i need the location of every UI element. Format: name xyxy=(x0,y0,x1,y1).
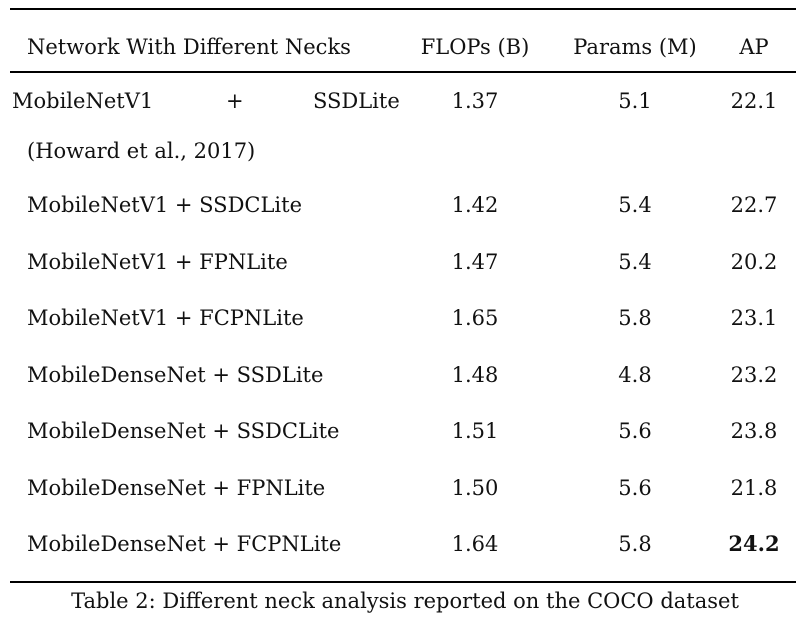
row-network: MobileNetV1 + FPNLite xyxy=(27,250,288,274)
row-params: 5.6 xyxy=(618,419,652,443)
row-params: 4.8 xyxy=(618,363,652,387)
header-params: Params (M) xyxy=(573,35,697,59)
header-network: Network With Different Necks xyxy=(27,35,351,59)
row-params: 5.6 xyxy=(618,476,652,500)
row-ap: 21.8 xyxy=(730,476,778,500)
row-ap: 20.2 xyxy=(730,250,778,274)
table-header-rule xyxy=(10,71,796,73)
row-ap: 22.7 xyxy=(730,193,778,217)
row-params: 5.4 xyxy=(618,250,652,274)
row-ap: 23.8 xyxy=(730,419,778,443)
row-flops: 1.37 xyxy=(451,89,499,113)
header-flops: FLOPs (B) xyxy=(420,35,530,59)
row-ap: 22.1 xyxy=(730,89,778,113)
row-flops: 1.50 xyxy=(451,476,499,500)
table-top-rule xyxy=(10,8,796,10)
row-flops: 1.48 xyxy=(451,363,499,387)
row-params: 5.8 xyxy=(618,532,652,556)
row-flops: 1.51 xyxy=(451,419,499,443)
row-ap-best: 24.2 xyxy=(728,531,780,556)
row-flops: 1.65 xyxy=(451,306,499,330)
row-flops: 1.42 xyxy=(451,193,499,217)
table-caption: Table 2: Different neck analysis reporte… xyxy=(71,589,739,613)
row-ap: 23.1 xyxy=(730,306,778,330)
row-network: MobileDenseNet + SSDCLite xyxy=(27,419,340,443)
row-network: MobileDenseNet + SSDLite xyxy=(27,363,324,387)
table-bottom-rule xyxy=(10,581,796,583)
row-ap: 23.2 xyxy=(730,363,778,387)
row-params: 5.8 xyxy=(618,306,652,330)
row-network-part: (Howard et al., 2017) xyxy=(27,139,256,163)
row-network-part: MobileNetV1 xyxy=(12,89,154,113)
row-network: MobileDenseNet + FPNLite xyxy=(27,476,326,500)
row-params: 5.4 xyxy=(618,193,652,217)
row-network: MobileDenseNet + FCPNLite xyxy=(27,532,342,556)
row-network: MobileNetV1 + FCPNLite xyxy=(27,306,304,330)
row-flops: 1.64 xyxy=(451,532,499,556)
header-ap: AP xyxy=(739,35,769,59)
row-network: MobileNetV1 + SSDCLite xyxy=(27,193,302,217)
row-params: 5.1 xyxy=(618,89,652,113)
row-flops: 1.47 xyxy=(451,250,499,274)
row-network-part: + xyxy=(226,89,244,113)
row-network-part: SSDLite xyxy=(313,89,400,113)
